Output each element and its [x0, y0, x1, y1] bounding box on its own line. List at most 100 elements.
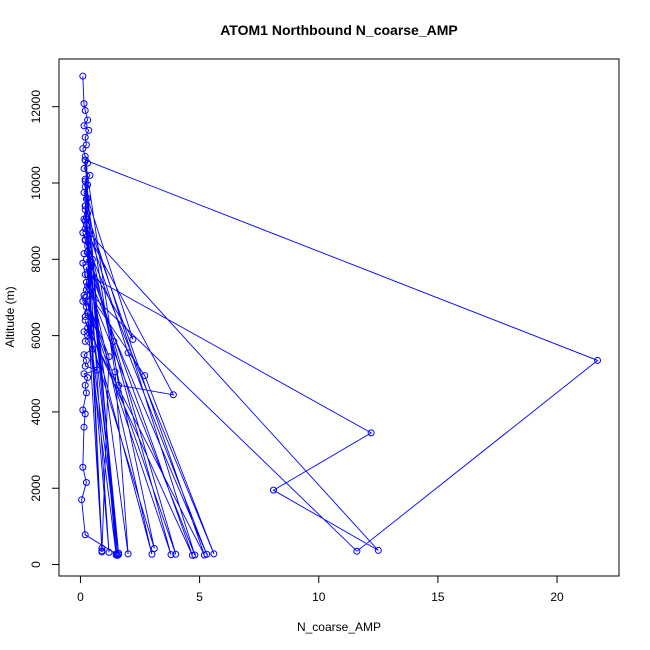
data-point [81, 206, 89, 214]
data-point [84, 297, 92, 305]
data-point [81, 531, 89, 539]
data-point [105, 353, 113, 361]
data-point [84, 374, 92, 382]
data-point [80, 328, 88, 336]
x-axis: 0 5 10 15 20 [77, 575, 564, 604]
data-point [82, 255, 90, 263]
data-point [82, 141, 90, 149]
data-point [84, 232, 92, 240]
data-point [82, 286, 90, 294]
y-tick-label: 12000 [29, 90, 43, 124]
data-point [80, 370, 88, 378]
data-point [79, 297, 87, 305]
data-point [594, 356, 602, 364]
data-point [91, 320, 99, 328]
data-point [81, 175, 89, 183]
x-tick-label: 10 [312, 590, 326, 604]
data-point [78, 496, 86, 504]
x-axis-label: N_coarse_AMP [297, 620, 381, 634]
data-point [169, 391, 177, 399]
y-tick-label: 4000 [29, 398, 43, 425]
data-point [82, 221, 90, 229]
data-point [84, 248, 92, 256]
data-point [80, 351, 88, 359]
plot-frame [58, 58, 620, 577]
data-point [200, 551, 208, 559]
x-tick-label: 0 [77, 590, 84, 604]
data-point [150, 545, 158, 553]
data-point [374, 546, 382, 554]
y-axis-label: Altitude (m) [3, 286, 17, 347]
data-point [81, 271, 89, 279]
data-point [82, 263, 90, 271]
data-point [81, 362, 89, 370]
data-point [81, 183, 89, 191]
data-point [188, 551, 196, 559]
data-point [80, 250, 88, 258]
data-point [88, 345, 96, 353]
data-point [172, 550, 180, 558]
data-point [84, 194, 92, 202]
data-point [81, 202, 89, 210]
data-point [167, 551, 175, 559]
data-point [124, 550, 132, 558]
data-point [98, 544, 106, 552]
data-point [84, 116, 92, 124]
x-tick-label: 20 [550, 590, 564, 604]
data-point [85, 126, 93, 134]
data-point [81, 316, 89, 324]
data-point [81, 133, 89, 141]
data-point [148, 550, 156, 558]
data-point [129, 335, 137, 343]
data-point [82, 213, 90, 221]
data-point [84, 309, 92, 317]
data-point [84, 210, 92, 218]
data-point [82, 195, 90, 203]
data-point [84, 271, 92, 279]
data-point [115, 381, 123, 389]
series-line [81, 76, 599, 556]
data-point [79, 229, 87, 237]
data-point [86, 171, 94, 179]
plot-area [58, 58, 620, 577]
data-point [81, 152, 89, 160]
data-point [79, 145, 87, 153]
data-point [124, 349, 132, 357]
data-point [84, 332, 92, 340]
data-point [210, 550, 218, 558]
data-point [113, 551, 121, 559]
data-point [80, 423, 88, 431]
series-layer [78, 72, 602, 559]
data-point [84, 282, 92, 290]
x-tick-label: 5 [196, 590, 203, 604]
data-point [81, 236, 89, 244]
data-point [79, 259, 87, 267]
data-point [81, 217, 89, 225]
data-point [81, 293, 89, 301]
data-point [191, 551, 199, 559]
data-point [79, 72, 87, 80]
data-point [269, 486, 277, 494]
y-tick-label: 0 [29, 561, 43, 568]
data-point [81, 107, 89, 115]
data-point [110, 337, 118, 345]
data-point [82, 389, 90, 397]
data-point [81, 313, 89, 321]
y-tick-label: 8000 [29, 246, 43, 273]
data-point [81, 410, 89, 418]
data-point [79, 406, 87, 414]
data-point [353, 547, 361, 555]
data-point [81, 156, 89, 164]
data-point [98, 547, 106, 555]
y-tick-label: 10000 [29, 166, 43, 200]
data-point [81, 337, 89, 345]
data-point [81, 381, 89, 389]
data-point [82, 278, 90, 286]
data-point [79, 463, 87, 471]
data-point [81, 225, 89, 233]
data-point [80, 100, 88, 108]
y-tick-label: 6000 [29, 322, 43, 349]
y-axis: 0 2000 4000 6000 8000 10000 12000 [29, 90, 60, 568]
x-tick-label: 15 [431, 590, 445, 604]
